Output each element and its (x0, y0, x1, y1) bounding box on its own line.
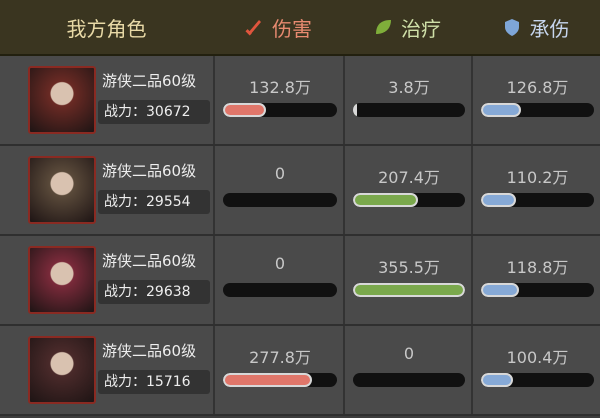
taken-bar (481, 283, 519, 297)
healing-value: 3.8万 (388, 78, 430, 97)
damage-cell: 277.8万 (213, 326, 345, 414)
player-row: 游侠二品60级战力：15716 277.8万 0 100.4万 (0, 326, 600, 416)
healing-bar (353, 283, 465, 297)
taken-bar (481, 103, 522, 117)
taken-cell: 126.8万 (471, 56, 600, 144)
bar-track (481, 283, 594, 297)
bar-track (223, 283, 337, 297)
healing-bar (353, 193, 419, 207)
damage-cell: 132.8万 (213, 56, 345, 144)
header-text: 伤害 (272, 16, 312, 41)
taken-bar (481, 373, 513, 387)
hero-power: 战力：29554 (98, 190, 210, 214)
header-text: 治疗 (401, 16, 441, 41)
healing-value: 355.5万 (378, 258, 440, 277)
portrait (28, 66, 96, 134)
hero-level: 游侠二品60级 (102, 72, 197, 90)
hero-level: 游侠二品60级 (102, 342, 197, 360)
bar-track (481, 103, 594, 117)
bar-track (223, 193, 337, 207)
hero-power: 战力：29638 (98, 280, 210, 304)
bar-track (353, 373, 465, 387)
taken-cell: 100.4万 (471, 326, 600, 414)
player-row: 游侠二品60级战力：29554 0 207.4万 110.2万 (0, 146, 600, 236)
taken-value: 110.2万 (506, 168, 569, 187)
healing-cell: 355.5万 (343, 236, 473, 324)
damage-cell: 0 (213, 146, 345, 234)
hero-level: 游侠二品60级 (102, 162, 197, 180)
bar-track (353, 193, 465, 207)
damage-header: 伤害 (213, 0, 343, 54)
hero-level: 游侠二品60级 (102, 252, 197, 270)
taken-header: 承伤 (471, 0, 600, 54)
healing-value: 0 (403, 344, 415, 363)
leaf-icon (376, 20, 391, 34)
healing-bar (353, 103, 357, 117)
bar-track (353, 283, 465, 297)
bar-track (223, 373, 337, 387)
healing-cell: 3.8万 (343, 56, 473, 144)
role-header: 我方角色 (0, 0, 213, 54)
taken-value: 118.8万 (506, 258, 569, 277)
portrait (28, 156, 96, 224)
taken-cell: 118.8万 (471, 236, 600, 324)
header-text: 承伤 (529, 16, 570, 41)
header: 我方角色 伤害 治疗 承伤 (0, 0, 600, 56)
header-text: 我方角色 (66, 16, 147, 41)
hero-power: 战力：30672 (98, 100, 210, 124)
shield-icon (504, 19, 519, 36)
sword-icon (245, 20, 261, 36)
healing-value: 207.4万 (378, 168, 440, 187)
taken-bar (481, 193, 517, 207)
hero-power: 战力：15716 (98, 370, 210, 394)
taken-value: 100.4万 (506, 348, 569, 367)
bar-track (223, 103, 337, 117)
damage-value: 277.8万 (249, 348, 311, 367)
bar-track (481, 373, 594, 387)
damage-value: 0 (274, 164, 286, 183)
damage-cell: 0 (213, 236, 345, 324)
player-row: 游侠二品60级战力：29638 0 355.5万 118.8万 (0, 236, 600, 326)
taken-value: 126.8万 (506, 78, 569, 97)
healing-header: 治疗 (343, 0, 471, 54)
damage-bar (223, 373, 313, 387)
damage-value: 0 (274, 254, 286, 273)
healing-cell: 207.4万 (343, 146, 473, 234)
portrait (28, 336, 96, 404)
player-row: 游侠二品60级战力：30672 132.8万 3.8万 126.8万 (0, 56, 600, 146)
portrait (28, 246, 96, 314)
bar-track (481, 193, 594, 207)
damage-bar (223, 103, 266, 117)
taken-cell: 110.2万 (471, 146, 600, 234)
bar-track (353, 103, 465, 117)
damage-value: 132.8万 (249, 78, 311, 97)
healing-cell: 0 (343, 326, 473, 414)
